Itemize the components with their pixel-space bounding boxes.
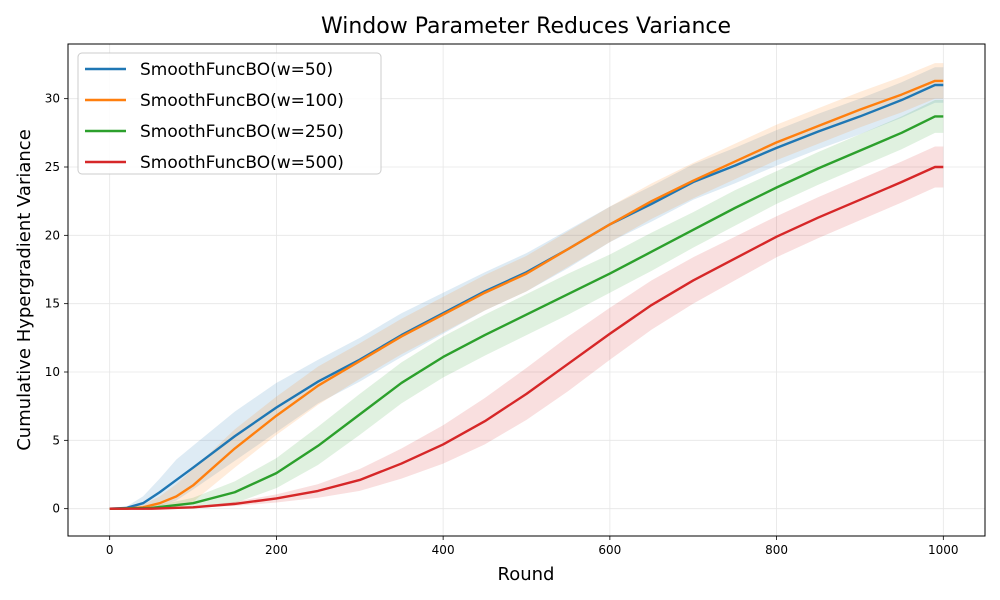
x-tick-label: 0 [106, 543, 114, 557]
x-tick-label: 800 [765, 543, 788, 557]
legend-label-2: SmoothFuncBO(w=100) [140, 91, 344, 111]
band-series-3 [109, 100, 944, 510]
confidence-bands [109, 63, 944, 511]
y-axis-label: Cumulative Hypergradient Variance [14, 129, 35, 451]
y-tick-label: 15 [45, 297, 60, 311]
legend-label-1: SmoothFuncBO(w=50) [140, 60, 333, 80]
y-tick-label: 20 [45, 228, 60, 242]
plot-frame [67, 43, 986, 537]
y-tick-label: 0 [52, 502, 60, 516]
band-series-4 [109, 146, 944, 509]
legend: SmoothFuncBO(w=50) SmoothFuncBO(w=100) Smo… [77, 52, 382, 175]
x-tick-label: 200 [265, 543, 288, 557]
x-tick-label: 400 [432, 543, 455, 557]
y-tick-label: 5 [52, 433, 60, 447]
legend-label-4: SmoothFuncBO(w=500) [140, 153, 344, 173]
line-series-3 [109, 115, 944, 510]
x-axis-label: Round [498, 564, 555, 585]
x-tick-label: 1000 [928, 543, 959, 557]
chart-title: Window Parameter Reduces Variance [321, 14, 731, 39]
y-tick-label: 10 [45, 365, 60, 379]
legend-box [77, 52, 382, 175]
y-tick-label: 25 [45, 160, 60, 174]
y-tick-label: 30 [45, 92, 60, 106]
series-lines [109, 79, 944, 510]
y-axis-ticks: 0 5 10 15 20 25 30 [45, 92, 68, 516]
band-series-1 [109, 67, 944, 511]
x-axis-ticks: 0 200 400 600 800 1000 [106, 536, 959, 557]
line-series-1 [109, 83, 944, 510]
line-series-4 [109, 165, 944, 510]
x-tick-label: 600 [598, 543, 621, 557]
legend-label-3: SmoothFuncBO(w=250) [140, 122, 344, 142]
line-series-2 [109, 79, 944, 510]
band-series-2 [109, 63, 944, 511]
